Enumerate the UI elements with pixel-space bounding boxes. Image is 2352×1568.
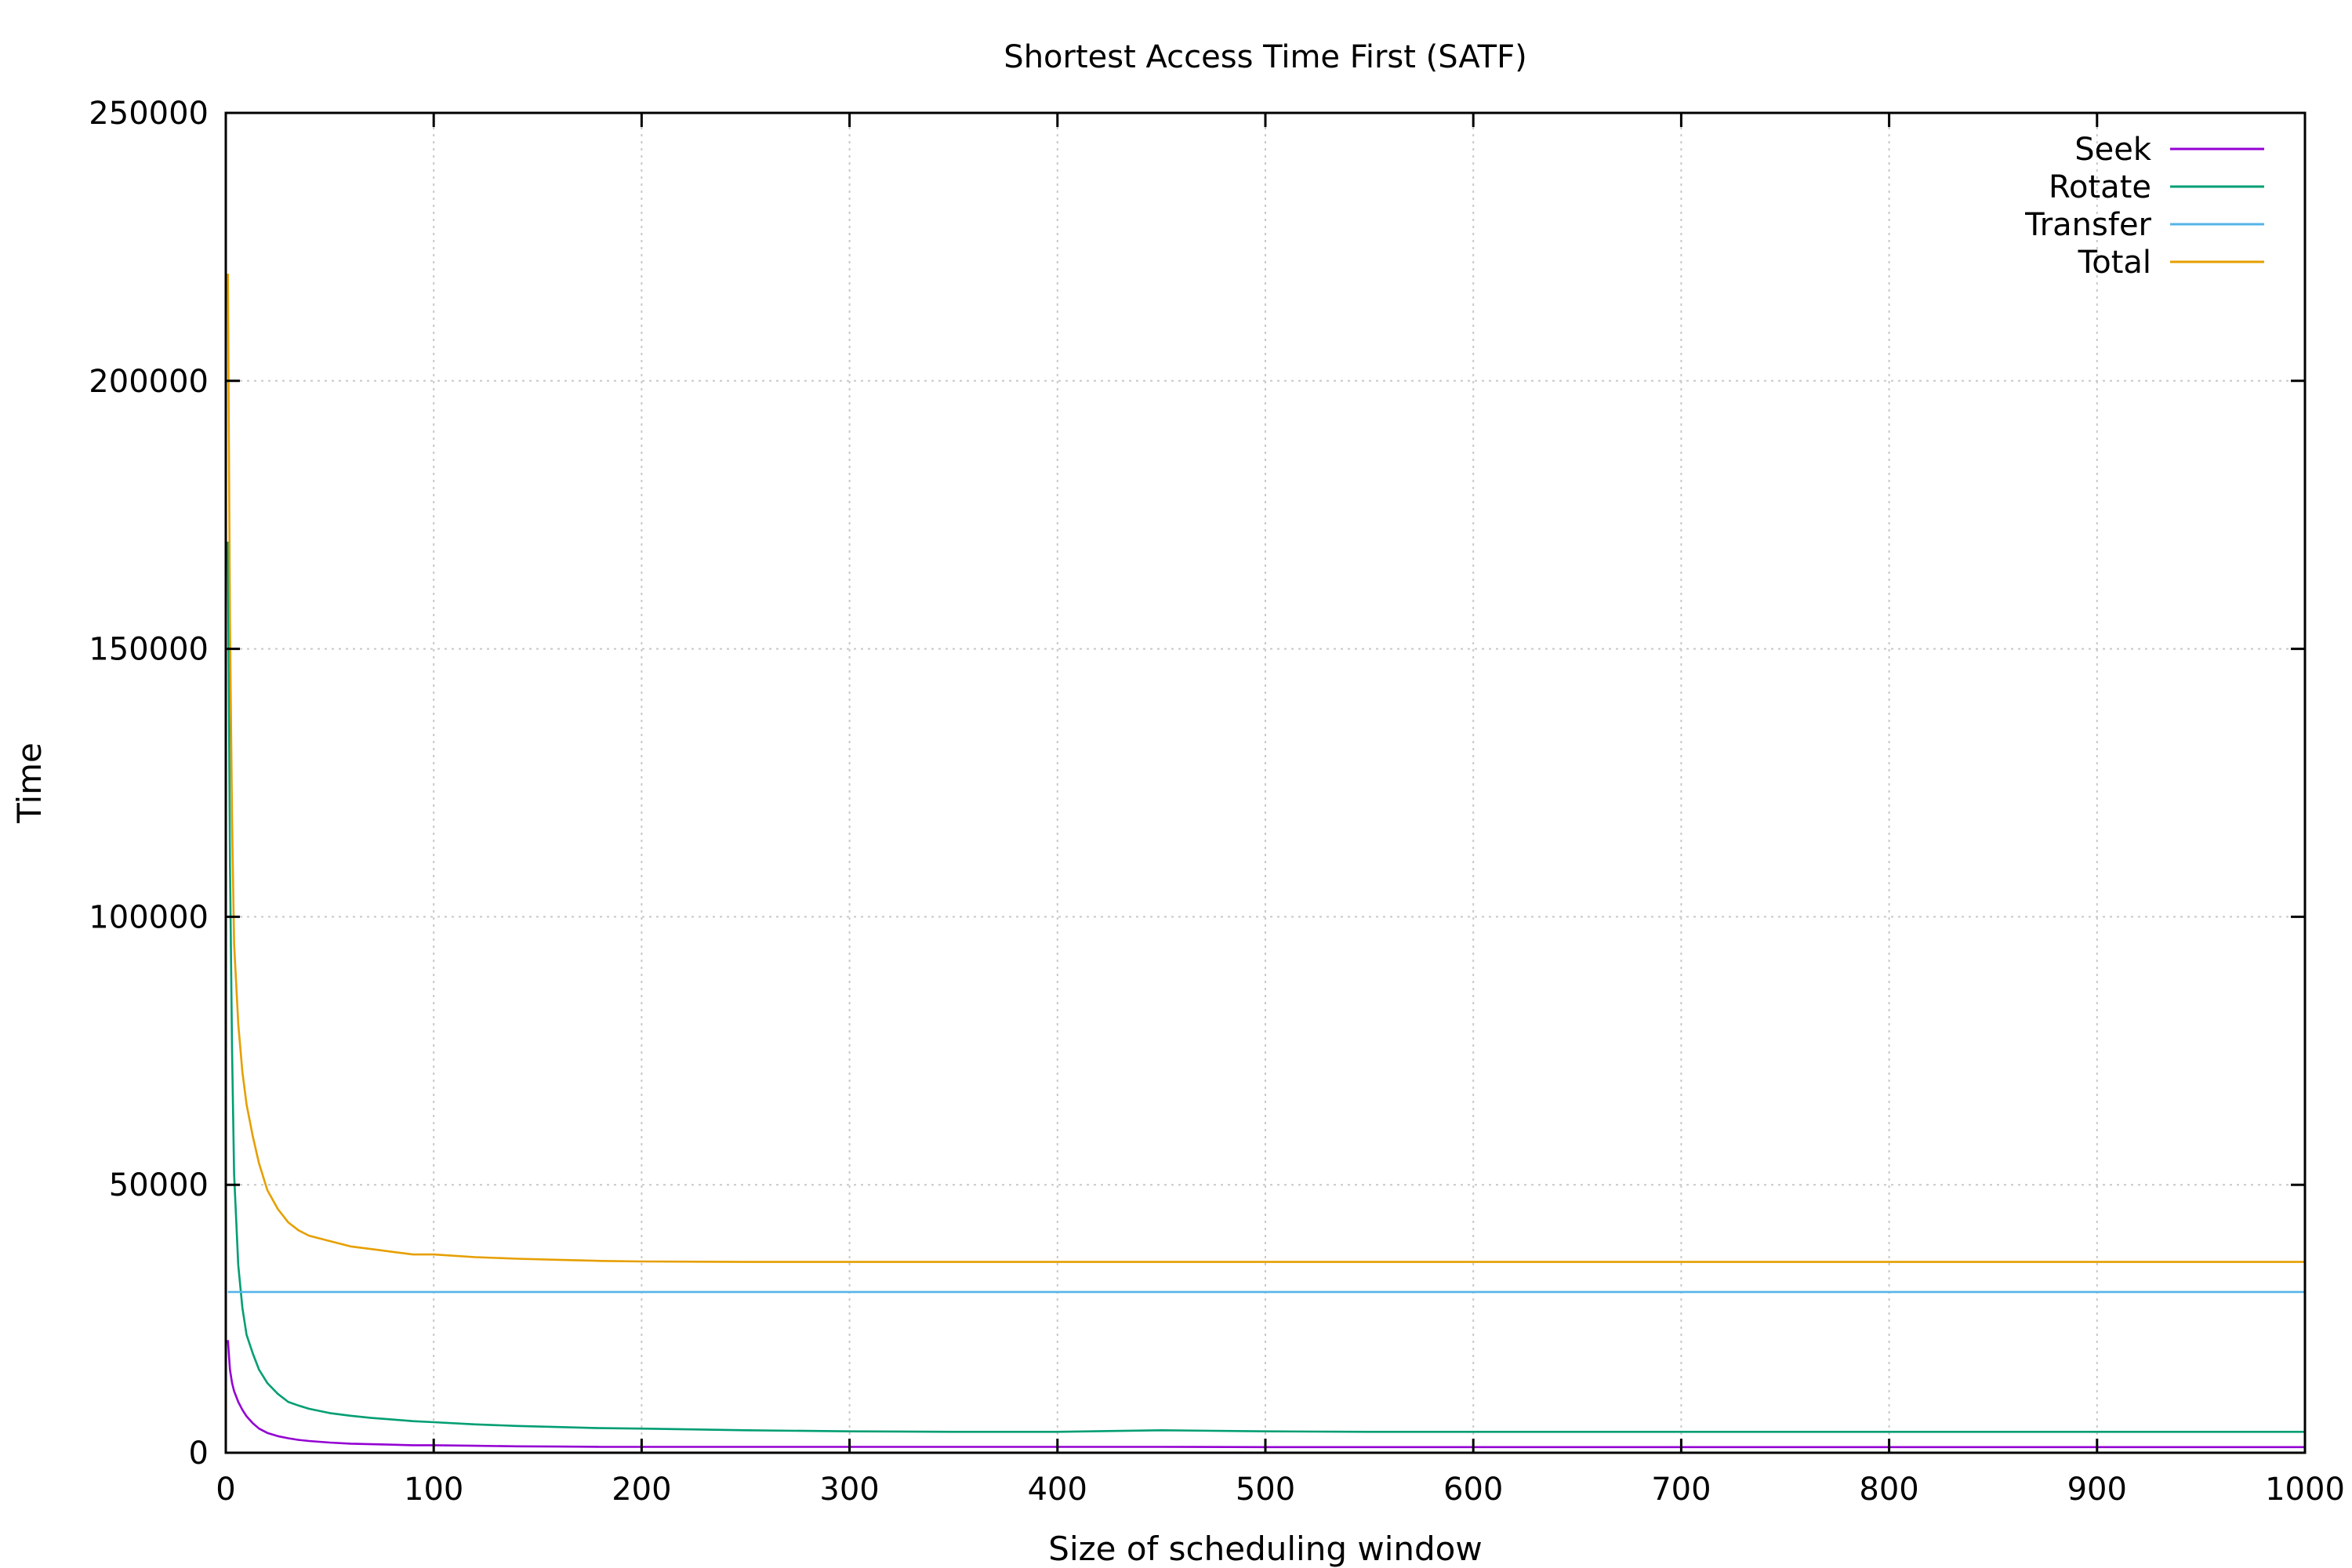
y-tick-label: 0	[189, 1436, 209, 1472]
legend-label: Rotate	[2049, 169, 2151, 205]
x-tick-label: 300	[819, 1472, 879, 1508]
x-tick-label: 200	[612, 1472, 671, 1508]
x-tick-label: 100	[404, 1472, 463, 1508]
grid	[226, 113, 2305, 1453]
y-tick-label: 250000	[89, 96, 209, 132]
series-line-rotate	[227, 541, 2305, 1433]
y-axis-title: Time	[10, 742, 49, 824]
x-tick-label: 600	[1443, 1472, 1503, 1508]
x-tick-label: 0	[216, 1472, 235, 1508]
legend-label: Total	[2078, 245, 2151, 281]
y-tick-label: 50000	[109, 1167, 209, 1203]
x-tick-label: 1000	[2265, 1472, 2345, 1508]
x-tick-label: 900	[2067, 1472, 2127, 1508]
y-tick-label: 200000	[89, 364, 209, 400]
y-tick-label: 100000	[89, 899, 209, 935]
x-axis-title: Size of scheduling window	[1048, 1530, 1482, 1568]
y-tick-label: 150000	[89, 632, 209, 668]
legend-label: Seek	[2074, 132, 2152, 168]
x-tick-label: 500	[1236, 1472, 1295, 1508]
chart-title: Shortest Access Time First (SATF)	[1004, 39, 1526, 75]
axis-ticks: 0 100 200 300 400 500 600 700 800 900 1000 0 50000 10…	[89, 96, 2345, 1508]
x-tick-label: 400	[1028, 1472, 1087, 1508]
legend-label: Transfer	[2024, 207, 2151, 243]
x-tick-label: 800	[1859, 1472, 1918, 1508]
x-tick-label: 700	[1651, 1472, 1711, 1508]
series-line-total	[227, 274, 2305, 1263]
